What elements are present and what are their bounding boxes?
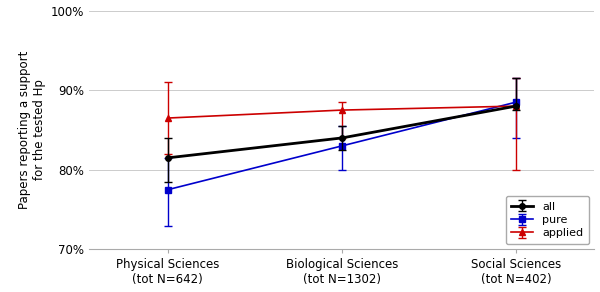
Y-axis label: Papers reporting a support
for the tested Hp: Papers reporting a support for the teste… xyxy=(17,51,46,209)
Legend: all, pure, applied: all, pure, applied xyxy=(506,196,589,244)
